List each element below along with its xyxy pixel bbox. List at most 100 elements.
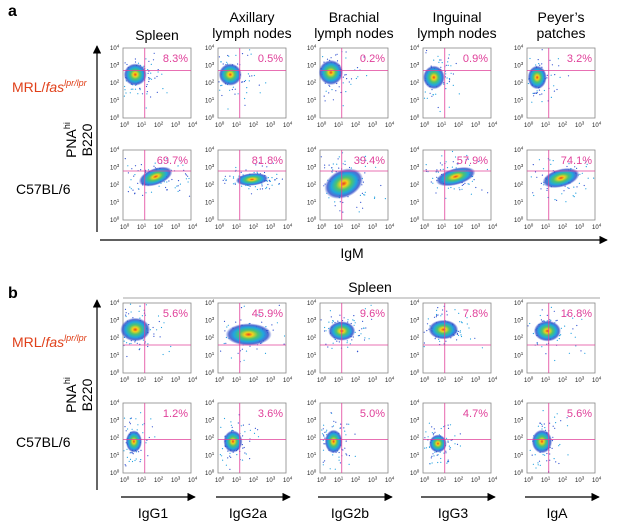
event-dot	[354, 322, 356, 324]
event-dot	[365, 159, 367, 161]
event-dot	[261, 321, 263, 323]
tick-base: 10	[410, 401, 417, 407]
tick-exp: 4	[117, 299, 120, 304]
event-dot	[532, 463, 535, 465]
event-dot	[539, 422, 542, 424]
event-dot	[552, 160, 554, 162]
gate-percentage: 3.2%	[567, 53, 592, 65]
tick-exp: 4	[392, 476, 395, 481]
tick-base: 10	[307, 354, 314, 360]
event-dot	[445, 197, 447, 199]
y-tick-label: 104	[514, 299, 524, 308]
tick-base: 10	[307, 81, 314, 87]
tick-base: 10	[307, 436, 314, 442]
tick-base: 10	[307, 471, 314, 477]
event-dot	[553, 458, 555, 460]
event-dot	[564, 325, 566, 327]
event-dot	[542, 454, 544, 456]
event-dot	[329, 85, 331, 87]
event-dot	[246, 92, 248, 94]
event-dot	[364, 172, 366, 174]
event-dot	[432, 182, 434, 184]
event-dot	[448, 106, 450, 108]
x-tick-label: 102	[454, 121, 464, 130]
tick-exp: 1	[341, 376, 344, 381]
event-dot	[139, 305, 141, 307]
tick-base: 10	[471, 225, 478, 231]
event-dot	[358, 211, 360, 213]
event-dot	[361, 192, 363, 194]
tick-base: 10	[205, 148, 212, 154]
tick-base: 10	[205, 301, 212, 307]
event-dot	[361, 328, 363, 330]
tick-exp: 4	[599, 476, 602, 481]
x-tick-label: 100	[524, 476, 534, 485]
x-tick-label: 103	[471, 121, 481, 130]
tick-base: 10	[205, 81, 212, 87]
event-dot	[546, 74, 548, 76]
event-dot	[259, 314, 261, 316]
event-dot	[157, 69, 159, 71]
tick-base: 10	[205, 371, 212, 377]
event-dot	[561, 193, 563, 195]
tick-base: 10	[120, 478, 127, 484]
event-dot	[585, 188, 587, 190]
tick-exp: 4	[417, 44, 420, 49]
event-dot	[339, 314, 341, 316]
event-dot	[231, 88, 233, 91]
event-dot	[439, 169, 442, 171]
y-tick-label: 100	[205, 369, 215, 378]
y-tick-label: 100	[110, 469, 120, 478]
tick-exp: 1	[314, 96, 317, 101]
tick-base: 10	[454, 378, 461, 384]
tick-base: 10	[205, 401, 212, 407]
event-dot	[247, 73, 249, 75]
event-dot	[268, 179, 270, 181]
event-dot	[481, 189, 483, 191]
event-dot	[448, 78, 451, 80]
event-dot	[240, 319, 242, 321]
row-label-text: MRL/	[12, 334, 46, 350]
y-tick-label: 101	[205, 198, 215, 207]
tick-exp: 2	[256, 476, 259, 481]
x-tick-label: 102	[351, 223, 361, 232]
event-dot	[357, 335, 359, 337]
tick-base: 10	[110, 319, 117, 325]
y-tick-label: 102	[307, 334, 317, 343]
y-tick-label: 100	[514, 469, 524, 478]
event-dot	[576, 324, 578, 327]
x-tick-label: 103	[368, 376, 378, 385]
tick-exp: 1	[239, 376, 242, 381]
y-tick-label: 101	[410, 451, 420, 460]
x-tick-label: 104	[283, 223, 293, 232]
event-dot	[541, 309, 543, 311]
tick-base: 10	[524, 378, 531, 384]
y-tick-label: 101	[205, 351, 215, 360]
event-dot	[331, 322, 333, 324]
event-dot	[545, 353, 547, 355]
event-dot	[245, 169, 247, 171]
event-dot	[373, 197, 376, 199]
event-dot	[134, 174, 136, 176]
event-dot	[243, 359, 245, 361]
event-dot	[531, 101, 533, 103]
event-dot	[130, 88, 132, 90]
event-dot	[426, 330, 428, 332]
tick-exp: 2	[161, 376, 164, 381]
tick-base: 10	[437, 478, 444, 484]
event-dot	[147, 72, 149, 74]
event-dot	[327, 346, 329, 348]
tick-exp: 0	[531, 476, 534, 481]
event-dot	[344, 163, 346, 166]
x-axis-label: IgG3	[438, 505, 469, 521]
density	[423, 65, 445, 90]
event-dot	[557, 58, 560, 60]
tick-base: 10	[110, 371, 117, 377]
event-dot	[127, 165, 129, 167]
event-dot	[368, 338, 370, 340]
event-dot	[234, 93, 236, 95]
tick-exp: 0	[324, 223, 327, 228]
event-dot	[134, 58, 136, 60]
tick-base: 10	[120, 378, 127, 384]
